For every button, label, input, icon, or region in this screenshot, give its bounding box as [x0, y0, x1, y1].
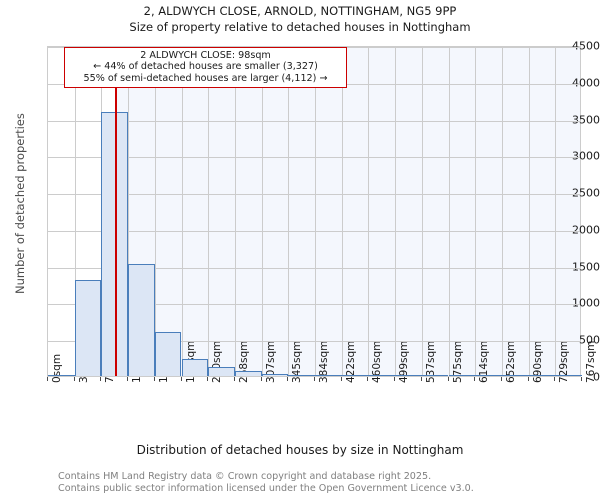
- gridline-vertical: [208, 47, 209, 376]
- histogram-bar: [528, 374, 556, 376]
- gridline-vertical: [288, 47, 289, 376]
- y-axis-tick-label: 3000: [572, 149, 600, 163]
- footer-line-1: Contains HM Land Registry data © Crown c…: [58, 471, 432, 482]
- x-axis-tick-mark: [47, 377, 48, 381]
- x-axis-tick-mark: [581, 377, 582, 381]
- gridline-vertical: [475, 47, 476, 376]
- y-axis-tick-label: 500: [579, 333, 600, 347]
- y-axis-tick-label: 4500: [572, 39, 600, 53]
- gridline-vertical: [502, 47, 503, 376]
- x-axis-tick-mark: [74, 377, 75, 381]
- annotation-line-property: 2 ALDWYCH CLOSE: 98sqm: [140, 50, 271, 61]
- gridline-horizontal: [48, 194, 580, 196]
- gridline-vertical: [449, 47, 450, 376]
- histogram-bar: [395, 374, 422, 376]
- histogram-bar: [154, 331, 182, 376]
- histogram-bar: [48, 374, 75, 376]
- histogram-bar: [341, 374, 369, 376]
- property-marker-line: [115, 47, 118, 376]
- histogram-bar: [448, 374, 476, 376]
- x-axis-tick-mark: [127, 377, 128, 381]
- footer-attribution: Contains HM Land Registry data © Crown c…: [58, 471, 578, 494]
- x-axis-tick-mark: [421, 377, 422, 381]
- gridline-vertical: [422, 47, 423, 376]
- histogram-bar: [555, 374, 582, 376]
- gridline-vertical: [182, 47, 183, 376]
- histogram-bar: [315, 374, 342, 376]
- plot-area: [47, 46, 582, 377]
- histogram-bar: [128, 264, 155, 376]
- histogram-bars: [48, 47, 582, 376]
- histogram-bar: [101, 111, 129, 376]
- histogram-bar: [475, 374, 502, 376]
- y-axis-title: Number of detached properties: [13, 112, 27, 294]
- gridline-horizontal: [48, 304, 580, 306]
- y-axis-tick-label: 2500: [572, 186, 600, 200]
- footer-line-2: Contains public sector information licen…: [58, 482, 474, 494]
- annotation-line-larger: 55% of semi-detached houses are larger (…: [83, 72, 328, 84]
- x-axis-tick-mark: [181, 377, 182, 381]
- x-axis-title: Distribution of detached houses by size …: [136, 443, 464, 457]
- x-axis-tick-mark: [287, 377, 288, 381]
- x-axis-tick-mark: [341, 377, 342, 381]
- histogram-bar: [501, 374, 529, 376]
- gridline-horizontal: [48, 120, 580, 122]
- x-axis-tick-mark: [207, 377, 208, 381]
- x-axis-tick-mark: [448, 377, 449, 381]
- gridline-vertical: [529, 47, 530, 376]
- gridline-vertical: [262, 47, 263, 376]
- gridline-horizontal: [48, 157, 580, 159]
- x-axis-tick-mark: [100, 377, 101, 381]
- histogram-bar: [288, 374, 315, 376]
- gridline-horizontal: [48, 267, 580, 269]
- x-axis-tick-mark: [528, 377, 529, 381]
- gridline-vertical: [342, 47, 343, 376]
- histogram-bar: [421, 374, 449, 376]
- y-axis-tick-label: 3500: [572, 113, 600, 127]
- gridline-horizontal: [48, 341, 580, 343]
- gridline-vertical: [395, 47, 396, 376]
- gridline-vertical: [128, 47, 129, 376]
- gridline-horizontal: [48, 230, 580, 232]
- y-axis-tick-label: 2000: [572, 223, 600, 237]
- chart-title-block: 2, ALDWYCH CLOSE, ARNOLD, NOTTINGHAM, NG…: [0, 4, 600, 35]
- gridline-vertical: [75, 47, 76, 376]
- chart-title-line2: Size of property relative to detached ho…: [129, 20, 471, 34]
- histogram-bar: [368, 374, 396, 376]
- annotation-line-smaller: ← 44% of detached houses are smaller (3,…: [93, 61, 318, 73]
- y-axis-tick-label: 1000: [572, 296, 600, 310]
- x-axis-tick-mark: [394, 377, 395, 381]
- histogram-bar: [234, 371, 262, 376]
- x-axis-tick-mark: [554, 377, 555, 381]
- y-axis-tick-label: 0: [593, 370, 600, 384]
- gridline-vertical: [155, 47, 156, 376]
- histogram-bar: [261, 373, 289, 376]
- histogram-bar: [74, 279, 102, 376]
- x-axis-tick-mark: [261, 377, 262, 381]
- property-annotation-box: 2 ALDWYCH CLOSE: 98sqm ← 44% of detached…: [64, 47, 347, 89]
- x-axis-tick-mark: [154, 377, 155, 381]
- y-axis-tick-label: 1500: [572, 260, 600, 274]
- x-axis-tick-mark: [474, 377, 475, 381]
- chart-title-line1: 2, ALDWYCH CLOSE, ARNOLD, NOTTINGHAM, NG…: [143, 4, 457, 18]
- y-axis-tick-label: 4000: [572, 76, 600, 90]
- x-axis-tick-label: 767sqm: [585, 340, 597, 383]
- x-axis-tick-mark: [367, 377, 368, 381]
- x-axis-tick-mark: [314, 377, 315, 381]
- gridline-vertical: [235, 47, 236, 376]
- gridline-vertical: [315, 47, 316, 376]
- gridline-vertical: [555, 47, 556, 376]
- x-axis-tick-mark: [501, 377, 502, 381]
- x-axis-tick-mark: [234, 377, 235, 381]
- gridline-vertical: [368, 47, 369, 376]
- histogram-bar: [208, 367, 235, 376]
- histogram-bar: [181, 359, 209, 376]
